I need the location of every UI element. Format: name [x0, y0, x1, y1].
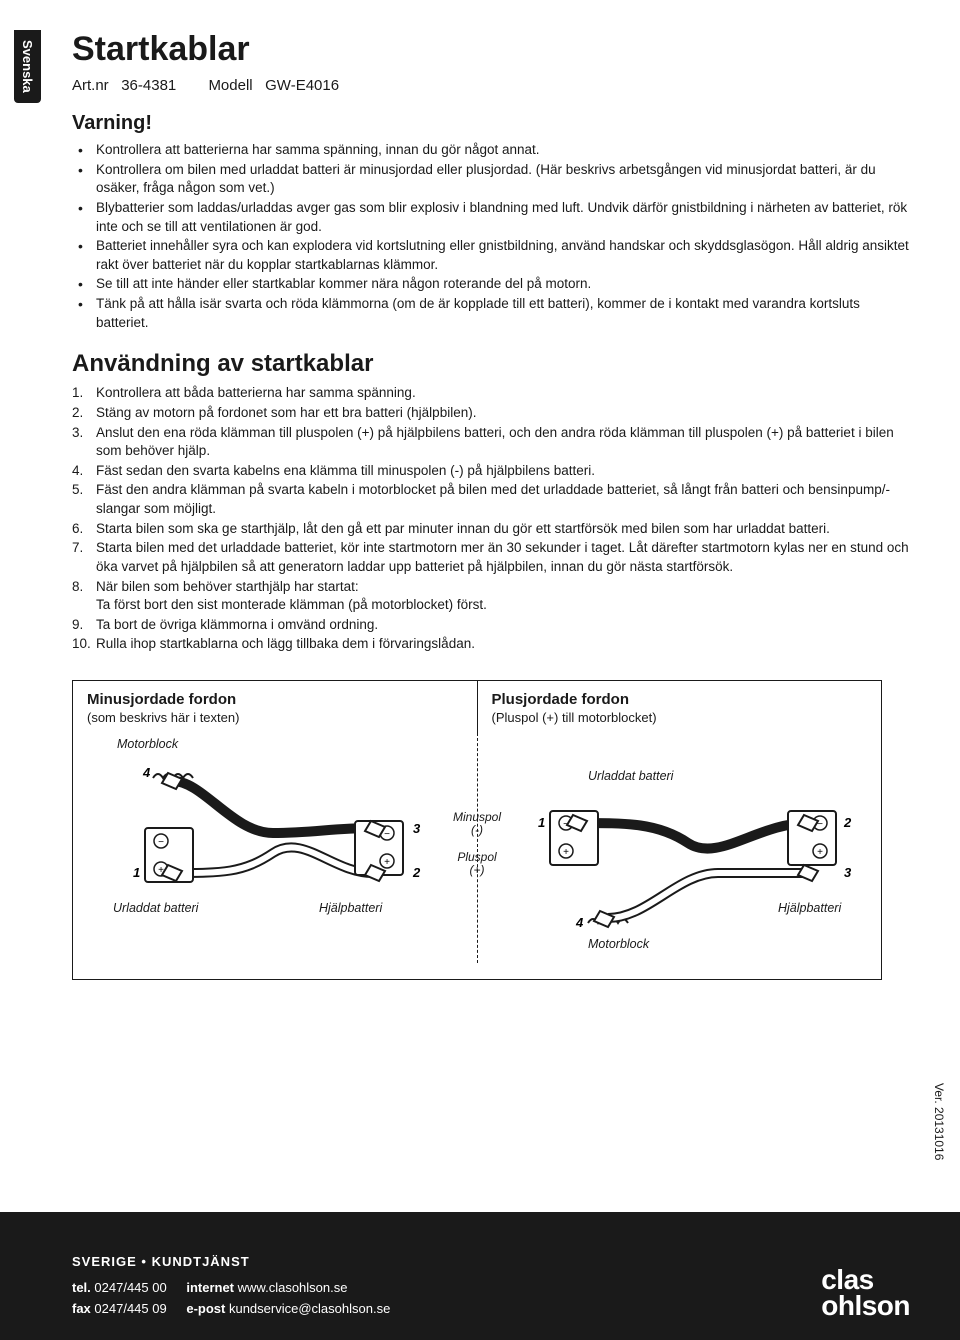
step-item: Kontrollera att båda batterierna har sam…	[72, 384, 910, 403]
warning-item: Kontrollera att batterierna har samma sp…	[72, 141, 910, 160]
step-item: Fäst den andra klämman på svarta kabeln …	[72, 481, 910, 518]
step-item: Starta bilen med det urladdade batteriet…	[72, 539, 910, 576]
step-item: Starta bilen som ska ge starthjälp, låt …	[72, 520, 910, 539]
model-value: GW-E4016	[265, 77, 339, 94]
svg-text:3: 3	[844, 865, 852, 880]
page-title: Startkablar	[72, 30, 910, 69]
label-motorblock-right: Motorblock	[588, 937, 649, 951]
svg-text:1: 1	[538, 815, 545, 830]
step-item: Stäng av motorn på fordonet som har ett …	[72, 404, 910, 423]
svg-text:+: +	[384, 857, 390, 868]
diagram-left-subtitle: (som beskrivs här i texten)	[87, 710, 463, 725]
diagram-left-header: Minusjordade fordon (som beskrivs här i …	[73, 681, 478, 733]
diagram-right-header: Plusjordade fordon (Pluspol (+) till mot…	[478, 681, 882, 733]
logo-line1: clas	[821, 1267, 910, 1294]
diagram-left-body: − + − + 4 3 1	[73, 733, 478, 963]
diagram-left-title: Minusjordade fordon	[87, 691, 463, 708]
internet-label: internet	[186, 1280, 234, 1295]
warning-item: Batteriet innehåller syra och kan explod…	[72, 237, 910, 274]
diagram-left-svg: − + − + 4 3 1	[73, 733, 477, 963]
svg-text:2: 2	[412, 865, 421, 880]
steps-list: Kontrollera att båda batterierna har sam…	[72, 384, 910, 654]
page-content: Startkablar Art.nr 36-4381 Modell GW-E40…	[72, 30, 910, 980]
svg-text:4: 4	[142, 765, 151, 780]
label-hjalp-left: Hjälpbatteri	[319, 901, 382, 915]
warning-list: Kontrollera att batterierna har samma sp…	[72, 141, 910, 332]
footer-title: SVERIGE • KUNDTJÄNST	[72, 1252, 390, 1273]
internet-value: www.clasohlson.se	[238, 1280, 348, 1295]
usage-heading: Användning av startkablar	[72, 350, 910, 378]
svg-text:−: −	[384, 829, 390, 840]
fax-value: 0247/445 09	[94, 1301, 166, 1316]
email-label: e-post	[186, 1301, 225, 1316]
model-label: Modell	[208, 77, 252, 94]
logo-line2: ohlson	[821, 1293, 910, 1320]
fax-label: fax	[72, 1301, 91, 1316]
svg-text:4: 4	[575, 915, 584, 930]
svg-text:1: 1	[133, 865, 140, 880]
warning-item: Se till att inte händer eller startkabla…	[72, 275, 910, 294]
brand-logo: clas ohlson	[821, 1267, 910, 1320]
email-value: kundservice@clasohlson.se	[229, 1301, 390, 1316]
step-item: Rulla ihop startkablarna och lägg tillba…	[72, 635, 910, 654]
svg-text:2: 2	[843, 815, 852, 830]
diagram-right-subtitle: (Pluspol (+) till motorblocket)	[492, 710, 868, 725]
diagram-right-body: − + − + 1 2 4	[478, 733, 882, 963]
step-item: Anslut den ena röda klämman till pluspol…	[72, 424, 910, 461]
svg-text:+: +	[563, 847, 569, 858]
svg-text:3: 3	[413, 821, 421, 836]
step-item: Fäst sedan den svarta kabelns ena klämma…	[72, 462, 910, 481]
warning-item: Blybatterier som laddas/urladdas avger g…	[72, 199, 910, 236]
tel-value: 0247/445 00	[94, 1280, 166, 1295]
art-value: 36-4381	[121, 77, 176, 94]
step-item: När bilen som behöver starthjälp har sta…	[72, 578, 910, 615]
svg-text:−: −	[158, 837, 164, 848]
step-item: Ta bort de övriga klämmorna i omvänd ord…	[72, 616, 910, 635]
label-urladdat-right: Urladdat batteri	[588, 769, 673, 783]
label-urladdat-left: Urladdat batteri	[113, 901, 198, 915]
warning-heading: Varning!	[72, 112, 910, 135]
warning-item: Kontrollera om bilen med urladdat batter…	[72, 161, 910, 198]
art-label: Art.nr	[72, 77, 109, 94]
tel-label: tel.	[72, 1280, 91, 1295]
language-tab: Svenska	[14, 30, 41, 103]
version-label: Ver. 20131016	[932, 1083, 946, 1160]
diagram-right-svg: − + − + 1 2 4	[478, 733, 882, 963]
diagram-right-title: Plusjordade fordon	[492, 691, 868, 708]
svg-text:+: +	[817, 847, 823, 858]
warning-item: Tänk på att hålla isär svarta och röda k…	[72, 295, 910, 332]
connection-diagram: Minusjordade fordon (som beskrivs här i …	[72, 680, 882, 980]
product-meta: Art.nr 36-4381 Modell GW-E4016	[72, 77, 910, 94]
page-footer: SVERIGE • KUNDTJÄNST tel. 0247/445 00 in…	[0, 1212, 960, 1340]
label-motorblock-left: Motorblock	[117, 737, 178, 751]
label-hjalp-right: Hjälpbatteri	[778, 901, 841, 915]
